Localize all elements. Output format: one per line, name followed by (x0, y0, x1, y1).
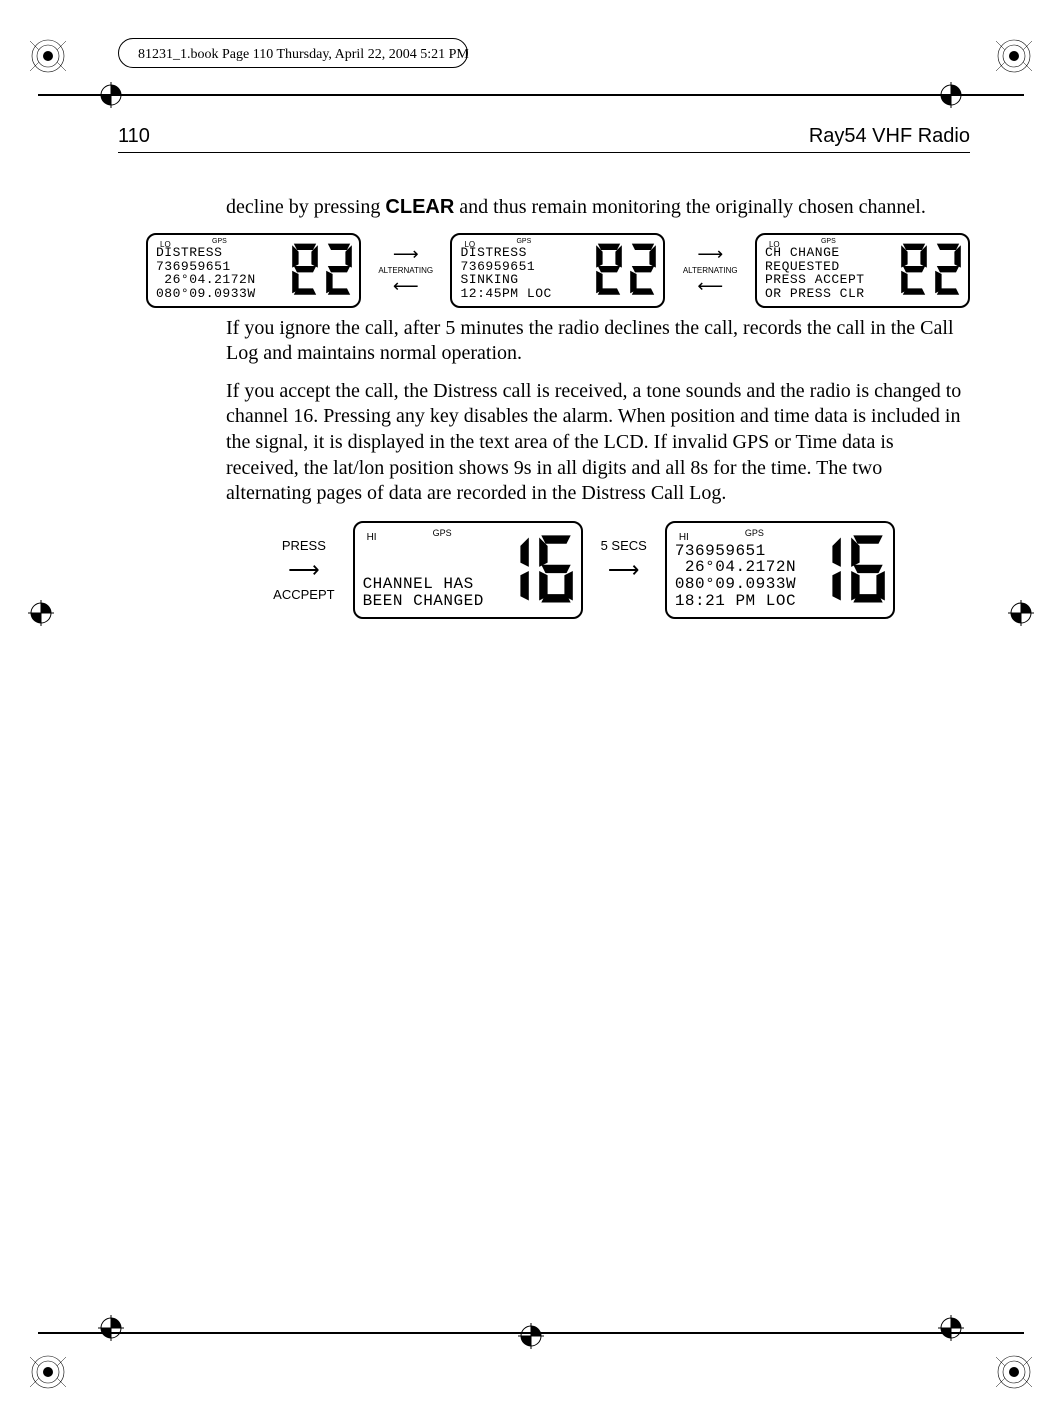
spacer (622, 587, 626, 602)
crop-mark (98, 1315, 124, 1346)
lcd-screen-1: LO GPS DISTRESS 736959651 26°04.2172N 08… (146, 233, 361, 308)
lcd-screen-4: HI GPS CHANNEL HAS BEEN CHANGED (353, 521, 583, 619)
lcd-row-2: PRESS ⟶ ACCPEPT HI GPS CHANNEL HAS BEEN … (198, 521, 970, 619)
press-label: PRESS (282, 538, 326, 553)
p1-pre: decline by pressing (226, 196, 385, 218)
channel-display (898, 242, 964, 298)
registration-mark-bottom-left (30, 1354, 66, 1390)
lcd-screen-5: HI GPS 736959651 26°04.2172N 080°09.0933… (665, 521, 895, 619)
alternating-label: ALTERNATING (683, 266, 738, 275)
delay-label: 5 SECS (601, 538, 647, 553)
lcd-text: CHANNEL HAS BEEN CHANGED (363, 559, 484, 609)
arrow-left-icon: ⟵ (393, 279, 419, 293)
crop-mark (938, 1315, 964, 1346)
lcd-row-1: LO GPS DISTRESS 736959651 26°04.2172N 08… (146, 233, 970, 308)
crop-mark (1008, 600, 1034, 631)
accept-label: ACCPEPT (273, 587, 334, 602)
paragraph-2: If you ignore the call, after 5 minutes … (226, 316, 970, 367)
page-number: 110 (118, 125, 150, 148)
lcd-text: DISTRESS 736959651 26°04.2172N 080°09.09… (156, 246, 256, 301)
registration-mark-top-right (996, 38, 1032, 74)
registration-mark-bottom-right (996, 1354, 1032, 1390)
running-head: 110 Ray54 VHF Radio (118, 125, 970, 153)
lcd-text: 736959651 26°04.2172N 080°09.0933W 18:21… (675, 543, 796, 610)
arrow-right-icon: ⟶ (288, 557, 320, 583)
lcd-screen-2: LO GPS DISTRESS 736959651 SINKING 12:45P… (450, 233, 665, 308)
lcd-text: DISTRESS 736959651 SINKING 12:45PM LOC (460, 246, 551, 301)
lcd-text: CH CHANGE REQUESTED PRESS ACCEPT OR PRES… (765, 246, 865, 301)
delay-label-group: 5 SECS ⟶ (601, 538, 647, 602)
press-accept-label: PRESS ⟶ ACCPEPT (273, 538, 334, 602)
paragraph-1: decline by pressing CLEAR and thus remai… (226, 195, 970, 221)
book-info-text: 81231_1.book Page 110 Thursday, April 22… (130, 44, 477, 66)
channel-display (491, 531, 577, 609)
channel-display (593, 242, 659, 298)
arrow-right-icon: ⟶ (608, 557, 640, 583)
crop-mark (98, 82, 124, 113)
arrow-right-icon: ⟶ (393, 247, 419, 261)
power-indicator: HI (367, 532, 377, 543)
crop-mark (518, 1323, 544, 1354)
channel-display (803, 531, 889, 609)
crop-mark (28, 600, 54, 631)
clear-key-label: CLEAR (385, 196, 454, 218)
arrow-right-icon: ⟶ (697, 247, 723, 261)
gps-indicator: GPS (433, 528, 452, 538)
alternating-arrows: ⟶ ALTERNATING ⟵ (683, 247, 738, 293)
p1-post: and thus remain monitoring the originall… (454, 196, 926, 218)
gps-indicator: GPS (745, 528, 764, 538)
gps-indicator: GPS (516, 238, 531, 245)
gps-indicator: GPS (821, 238, 836, 245)
crop-mark (938, 82, 964, 113)
alternating-label: ALTERNATING (378, 266, 433, 275)
registration-mark-top-left (30, 38, 66, 74)
alternating-arrows: ⟶ ALTERNATING ⟵ (378, 247, 433, 293)
book-title: Ray54 VHF Radio (809, 125, 970, 148)
channel-display (289, 242, 355, 298)
gps-indicator: GPS (212, 238, 227, 245)
paragraph-3: If you accept the call, the Distress cal… (226, 379, 970, 507)
lcd-screen-3: LO GPS CH CHANGE REQUESTED PRESS ACCEPT … (755, 233, 970, 308)
arrow-left-icon: ⟵ (697, 279, 723, 293)
header-rule (38, 94, 1024, 96)
